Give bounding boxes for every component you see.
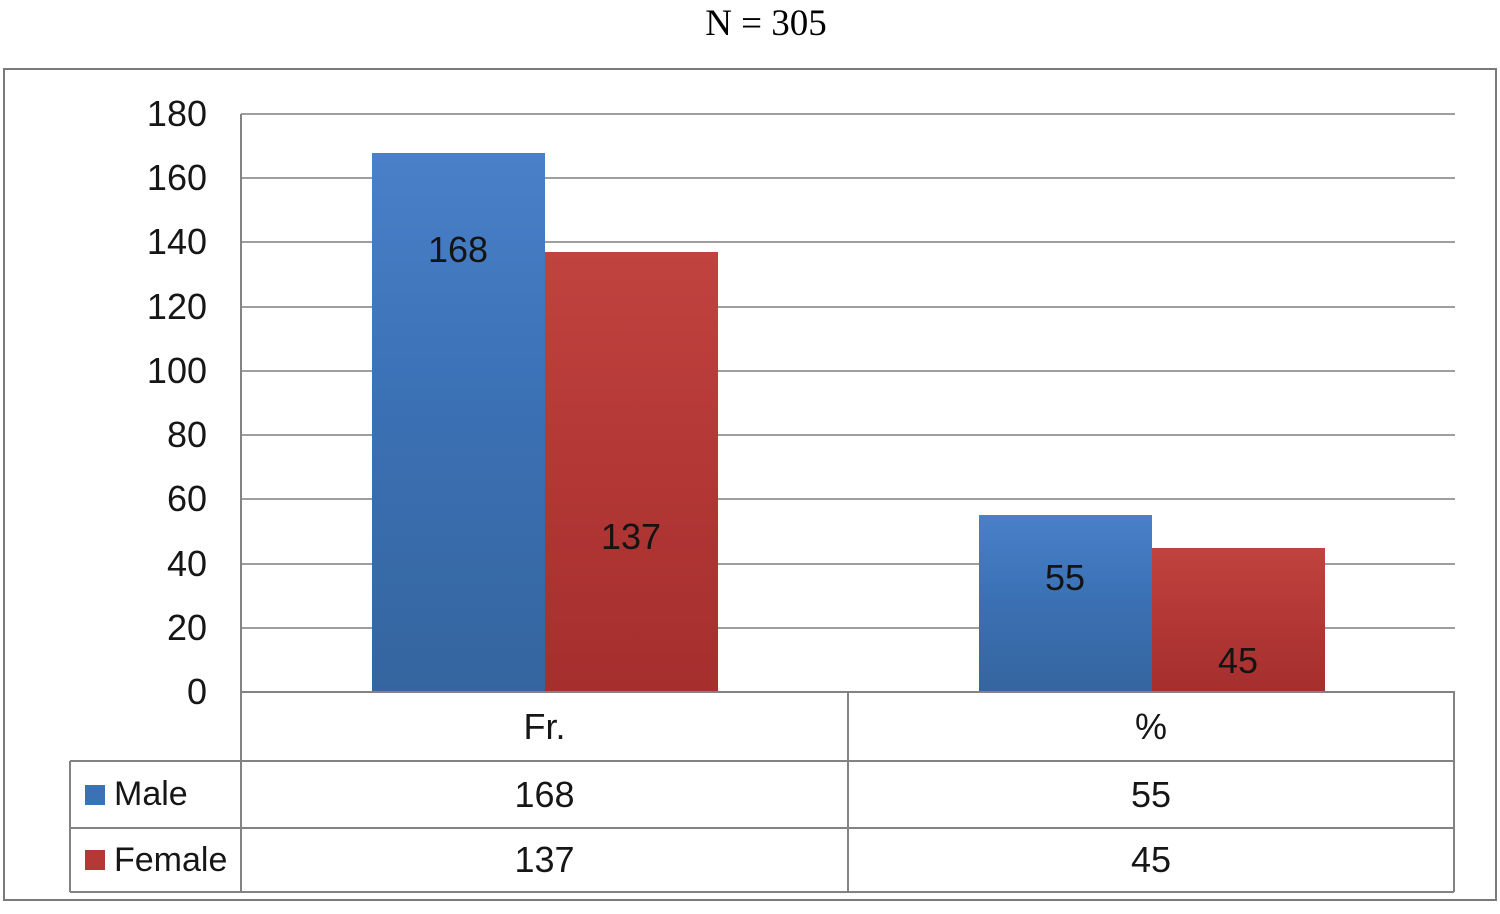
gridline	[241, 241, 1455, 244]
y-axis-label: 60	[166, 478, 207, 520]
table-cell-male-fr: 168	[514, 773, 575, 815]
legend-label-female: Female	[114, 840, 228, 879]
bar-data-label: 45	[1217, 640, 1259, 682]
category-label-fr: Fr.	[523, 705, 566, 747]
gridline	[241, 177, 1455, 180]
bar-data-label: 55	[1044, 557, 1086, 599]
bar-female-pct	[1151, 547, 1325, 692]
bar-data-label: 137	[600, 516, 662, 558]
gridline	[241, 434, 1455, 437]
gridline	[241, 369, 1455, 372]
legend-key-male	[85, 784, 105, 805]
chart-title: N = 305	[705, 3, 827, 44]
y-axis-label: 180	[146, 93, 207, 134]
gridline	[241, 113, 1455, 115]
y-axis-label: 140	[146, 221, 207, 263]
y-axis-label: 20	[166, 606, 207, 648]
table-cell-female-fr: 137	[514, 839, 575, 880]
table-cell-female-pct: 45	[1130, 839, 1172, 880]
gridline	[241, 562, 1455, 565]
table-cell-male-pct: 55	[1130, 773, 1172, 815]
y-axis-label: 40	[166, 542, 207, 584]
chart-frame	[3, 68, 1497, 901]
legend-key-female	[85, 850, 105, 870]
legend-label-male: Male	[114, 775, 188, 813]
y-axis-label: 100	[146, 349, 207, 391]
table-line	[70, 827, 1454, 829]
y-axis-label: 160	[146, 157, 207, 199]
bar-female-fr	[544, 252, 718, 692]
bar-male-fr	[371, 152, 545, 692]
y-axis-line	[240, 114, 242, 892]
gridline	[241, 626, 1455, 629]
table-line	[69, 761, 71, 892]
gridline	[241, 305, 1455, 308]
bar-male-pct	[978, 515, 1152, 692]
table-line	[70, 760, 1454, 762]
y-axis-label: 120	[146, 285, 207, 327]
bar-data-label: 168	[427, 228, 489, 270]
table-line	[1453, 692, 1455, 892]
table-line	[847, 692, 849, 892]
y-axis-label: 0	[186, 671, 207, 712]
table-line	[70, 891, 1454, 893]
gridline	[241, 498, 1455, 501]
category-label-pct: %	[1134, 705, 1167, 747]
y-axis-label: 80	[166, 414, 207, 456]
